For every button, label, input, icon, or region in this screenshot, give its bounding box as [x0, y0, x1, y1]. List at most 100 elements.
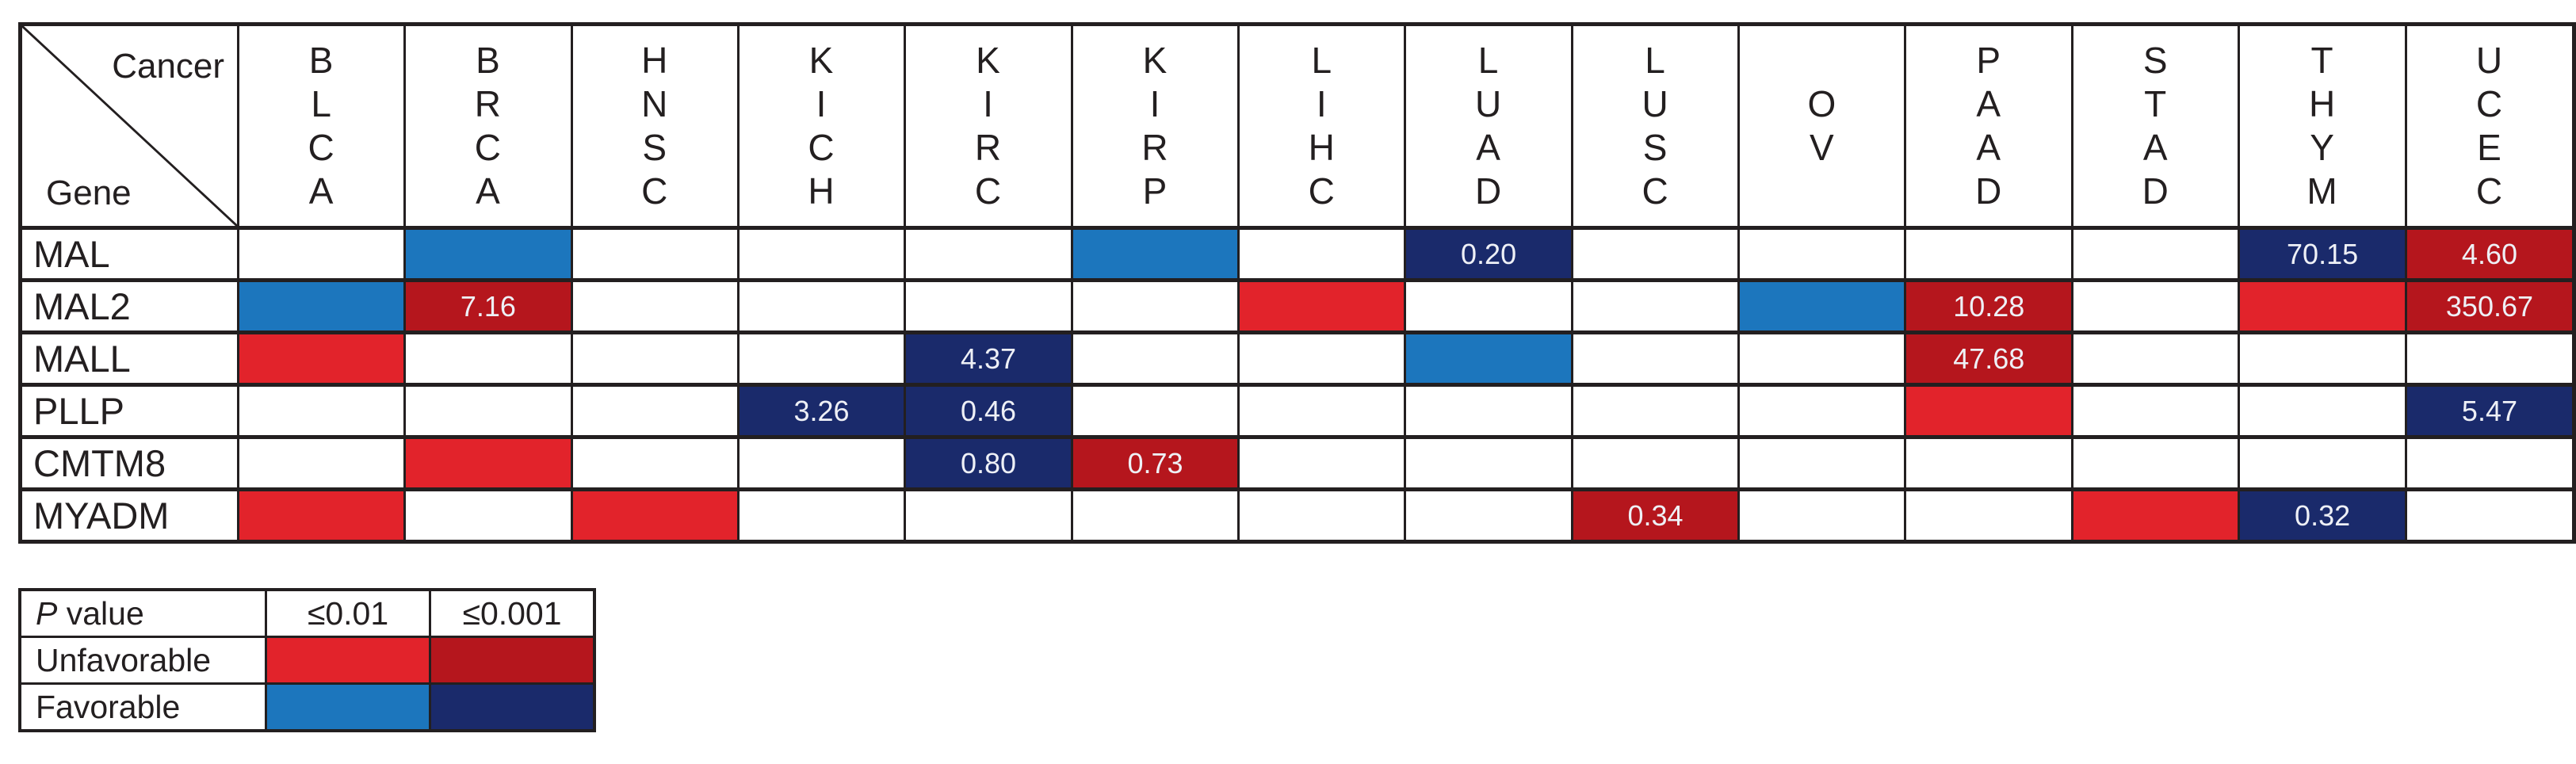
column-header-STAD: S T A D [2071, 22, 2241, 230]
cell-MYADM-THYM: 0.32 [2238, 487, 2407, 544]
cell-MAL-HNSC [570, 226, 740, 282]
cell-MAL-THYM: 70.15 [2238, 226, 2407, 282]
cell-PLLP-LUSC [1570, 383, 1741, 439]
cell-CMTM8-LUSC [1570, 435, 1741, 491]
cell-MAL2-STAD [2071, 278, 2241, 334]
legend-unfavorable-label: Unfavorable [18, 636, 267, 685]
heatmap-row-MAL: MAL 0.20 70.15 4.60 [18, 226, 2576, 282]
cell-CMTM8-OV [1737, 435, 1907, 491]
legend-header-row: P value ≤0.01 ≤0.001 [18, 588, 596, 638]
legend-threshold-0.001: ≤0.001 [429, 588, 596, 638]
cell-MYADM-LUAD [1404, 487, 1573, 544]
cell-MYADM-PAAD [1904, 487, 2074, 544]
cell-MAL2-PAAD: 10.28 [1904, 278, 2074, 334]
cell-CMTM8-LUAD [1404, 435, 1573, 491]
cell-MAL2-UCEC: 350.67 [2404, 278, 2576, 334]
column-header-LUSC: L U S C [1570, 22, 1741, 230]
cell-PLLP-STAD [2071, 383, 2241, 439]
cell-MAL2-OV [1737, 278, 1907, 334]
legend-swatch-favorable-p01 [265, 682, 431, 732]
cell-MAL2-BLCA [237, 278, 407, 334]
legend-favorable-label: Favorable [18, 682, 267, 732]
cell-MALL-PAAD: 47.68 [1904, 330, 2074, 387]
cell-MALL-STAD [2071, 330, 2241, 387]
cell-PLLP-KIRC: 0.46 [904, 383, 1073, 439]
cell-MALL-KIRP [1070, 330, 1240, 387]
p-italic: P [36, 594, 58, 632]
cell-MAL-LUAD: 0.20 [1404, 226, 1573, 282]
heatmap-row-MAL2: MAL2 7.16 10.28 350.67 [18, 278, 2576, 334]
row-label-MALL: MALL [18, 330, 240, 387]
column-header-LIHC: L I H C [1237, 22, 1407, 230]
legend-swatch-unfavorable-p001 [429, 636, 596, 685]
column-header-OV: O V [1737, 22, 1907, 230]
column-header-HNSC: H N S C [570, 22, 740, 230]
cell-MAL2-KIRP [1070, 278, 1240, 334]
cell-CMTM8-BLCA [237, 435, 407, 491]
cell-MAL-PAAD [1904, 226, 2074, 282]
cell-PLLP-THYM [2238, 383, 2407, 439]
diagonal-line [22, 26, 238, 226]
p-rest: value [57, 594, 144, 632]
column-header-PAAD: P A A D [1904, 22, 2074, 230]
cell-MYADM-KIRP [1070, 487, 1240, 544]
column-header-THYM: T H Y M [2238, 22, 2407, 230]
column-header-KICH: K I C H [736, 22, 907, 230]
row-label-MAL2: MAL2 [18, 278, 240, 334]
legend-favorable-row: Favorable [18, 682, 596, 732]
column-header-BRCA: B R C A [403, 22, 573, 230]
cell-MYADM-OV [1737, 487, 1907, 544]
cell-CMTM8-THYM [2238, 435, 2407, 491]
cell-MAL-KIRC [904, 226, 1073, 282]
cell-MYADM-LUSC: 0.34 [1570, 487, 1741, 544]
cell-PLLP-BRCA [403, 383, 573, 439]
cell-MALL-OV [1737, 330, 1907, 387]
cell-MAL2-BRCA: 7.16 [403, 278, 573, 334]
cell-MAL-UCEC: 4.60 [2404, 226, 2576, 282]
cell-CMTM8-BRCA [403, 435, 573, 491]
cell-MALL-LUAD [1404, 330, 1573, 387]
cell-PLLP-BLCA [237, 383, 407, 439]
cell-MAL2-THYM [2238, 278, 2407, 334]
cell-MYADM-HNSC [570, 487, 740, 544]
cell-MAL-OV [1737, 226, 1907, 282]
cell-MALL-BRCA [403, 330, 573, 387]
cell-MAL-BRCA [403, 226, 573, 282]
legend-threshold-0.01: ≤0.01 [265, 588, 431, 638]
cell-CMTM8-HNSC [570, 435, 740, 491]
legend-p-value-label: P value [18, 588, 267, 638]
cell-PLLP-LIHC [1237, 383, 1407, 439]
cell-PLLP-PAAD [1904, 383, 2074, 439]
row-label-MYADM: MYADM [18, 487, 240, 544]
column-header-UCEC: U C E C [2404, 22, 2576, 230]
cell-PLLP-LUAD [1404, 383, 1573, 439]
cell-MAL2-LUSC [1570, 278, 1741, 334]
cell-CMTM8-KIRP: 0.73 [1070, 435, 1240, 491]
column-header-LUAD: L U A D [1404, 22, 1573, 230]
column-header-KIRP: K I R P [1070, 22, 1240, 230]
cell-MAL2-KICH [736, 278, 907, 334]
column-header-BLCA: B L C A [237, 22, 407, 230]
cell-MAL-KICH [736, 226, 907, 282]
cell-MAL-LIHC [1237, 226, 1407, 282]
cell-MAL2-KIRC [904, 278, 1073, 334]
cell-MYADM-BLCA [237, 487, 407, 544]
cell-MYADM-STAD [2071, 487, 2241, 544]
row-label-CMTM8: CMTM8 [18, 435, 240, 491]
cell-MAL-STAD [2071, 226, 2241, 282]
cell-MALL-KICH [736, 330, 907, 387]
cell-MAL2-LIHC [1237, 278, 1407, 334]
cell-MALL-THYM [2238, 330, 2407, 387]
cell-MYADM-LIHC [1237, 487, 1407, 544]
row-label-MAL: MAL [18, 226, 240, 282]
cell-CMTM8-KIRC: 0.80 [904, 435, 1073, 491]
cell-MALL-KIRC: 4.37 [904, 330, 1073, 387]
cell-CMTM8-KICH [736, 435, 907, 491]
legend-swatch-unfavorable-p01 [265, 636, 431, 685]
cell-MYADM-KIRC [904, 487, 1073, 544]
heatmap-row-MALL: MALL 4.37 47.68 [18, 330, 2576, 387]
cell-MALL-LUSC [1570, 330, 1741, 387]
row-label-PLLP: PLLP [18, 383, 240, 439]
cancer-axis-label: Cancer [112, 47, 225, 86]
